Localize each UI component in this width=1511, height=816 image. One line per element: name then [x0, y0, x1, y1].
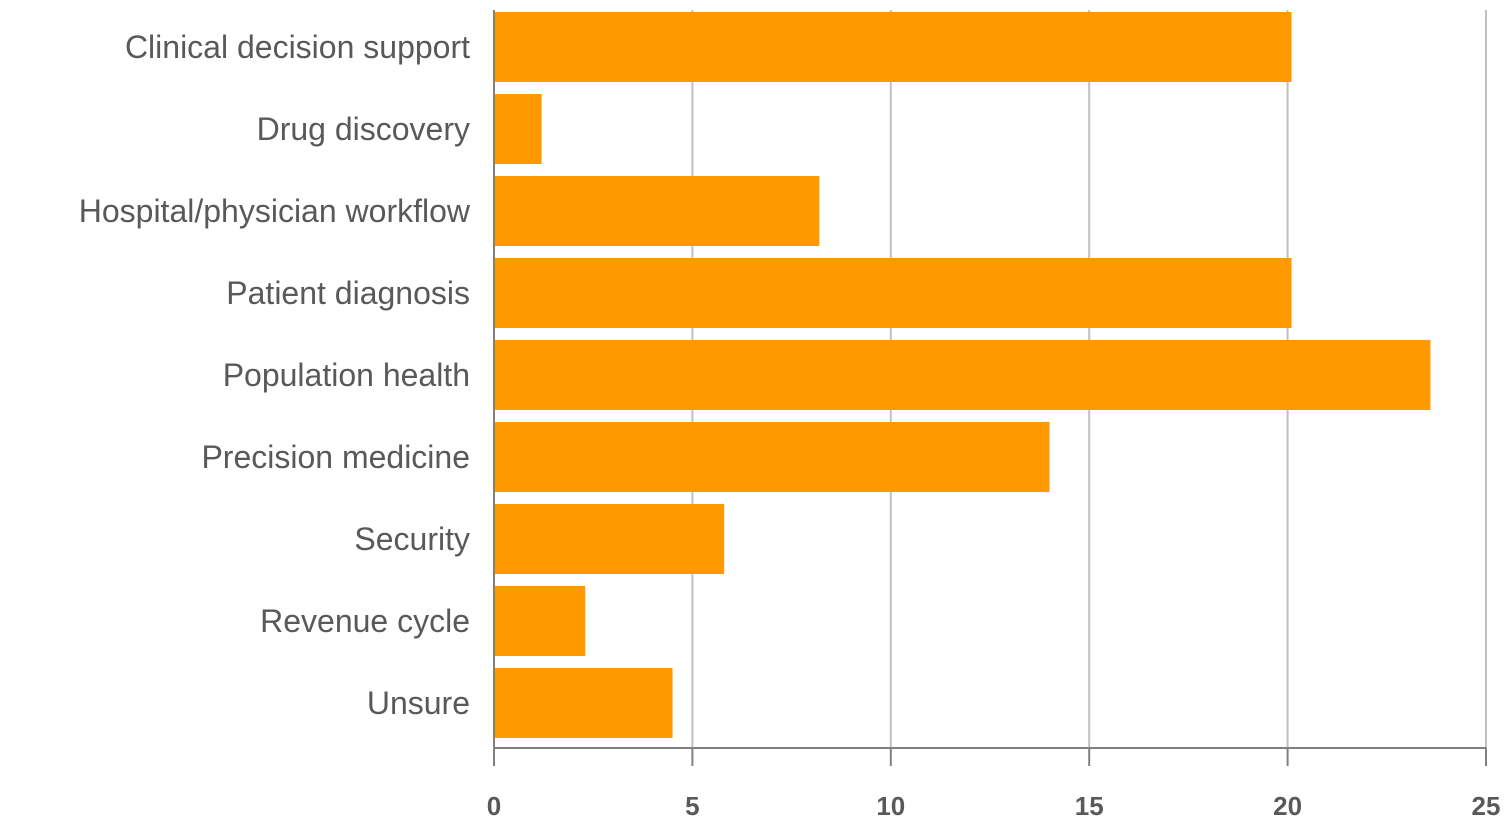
category-label: Drug discovery — [257, 111, 470, 147]
bar — [494, 94, 542, 164]
bar — [494, 12, 1292, 82]
x-tick-label: 25 — [1472, 791, 1501, 816]
category-label: Security — [354, 521, 470, 557]
category-label: Population health — [223, 357, 470, 393]
axes — [493, 10, 1487, 766]
x-tick-label: 20 — [1273, 791, 1302, 816]
category-label: Hospital/physician workflow — [79, 193, 471, 229]
category-label: Patient diagnosis — [226, 275, 470, 311]
bars — [494, 12, 1431, 738]
x-tick-labels: 0 5 10 15 20 25 — [487, 791, 1501, 816]
bar — [494, 176, 820, 246]
category-label: Unsure — [367, 685, 470, 721]
x-tick-label: 15 — [1075, 791, 1104, 816]
category-label: Precision medicine — [201, 439, 470, 475]
category-label: Clinical decision support — [125, 29, 470, 65]
x-tick-label: 0 — [487, 791, 501, 816]
bar — [494, 340, 1431, 410]
bar — [494, 668, 673, 738]
x-tick-label: 10 — [876, 791, 905, 816]
bar — [494, 504, 725, 574]
bar — [494, 586, 586, 656]
category-labels: Clinical decision support Drug discovery H… — [79, 29, 471, 721]
bar — [494, 258, 1292, 328]
x-tick-label: 5 — [685, 791, 699, 816]
bar — [494, 422, 1050, 492]
category-label: Revenue cycle — [260, 603, 470, 639]
